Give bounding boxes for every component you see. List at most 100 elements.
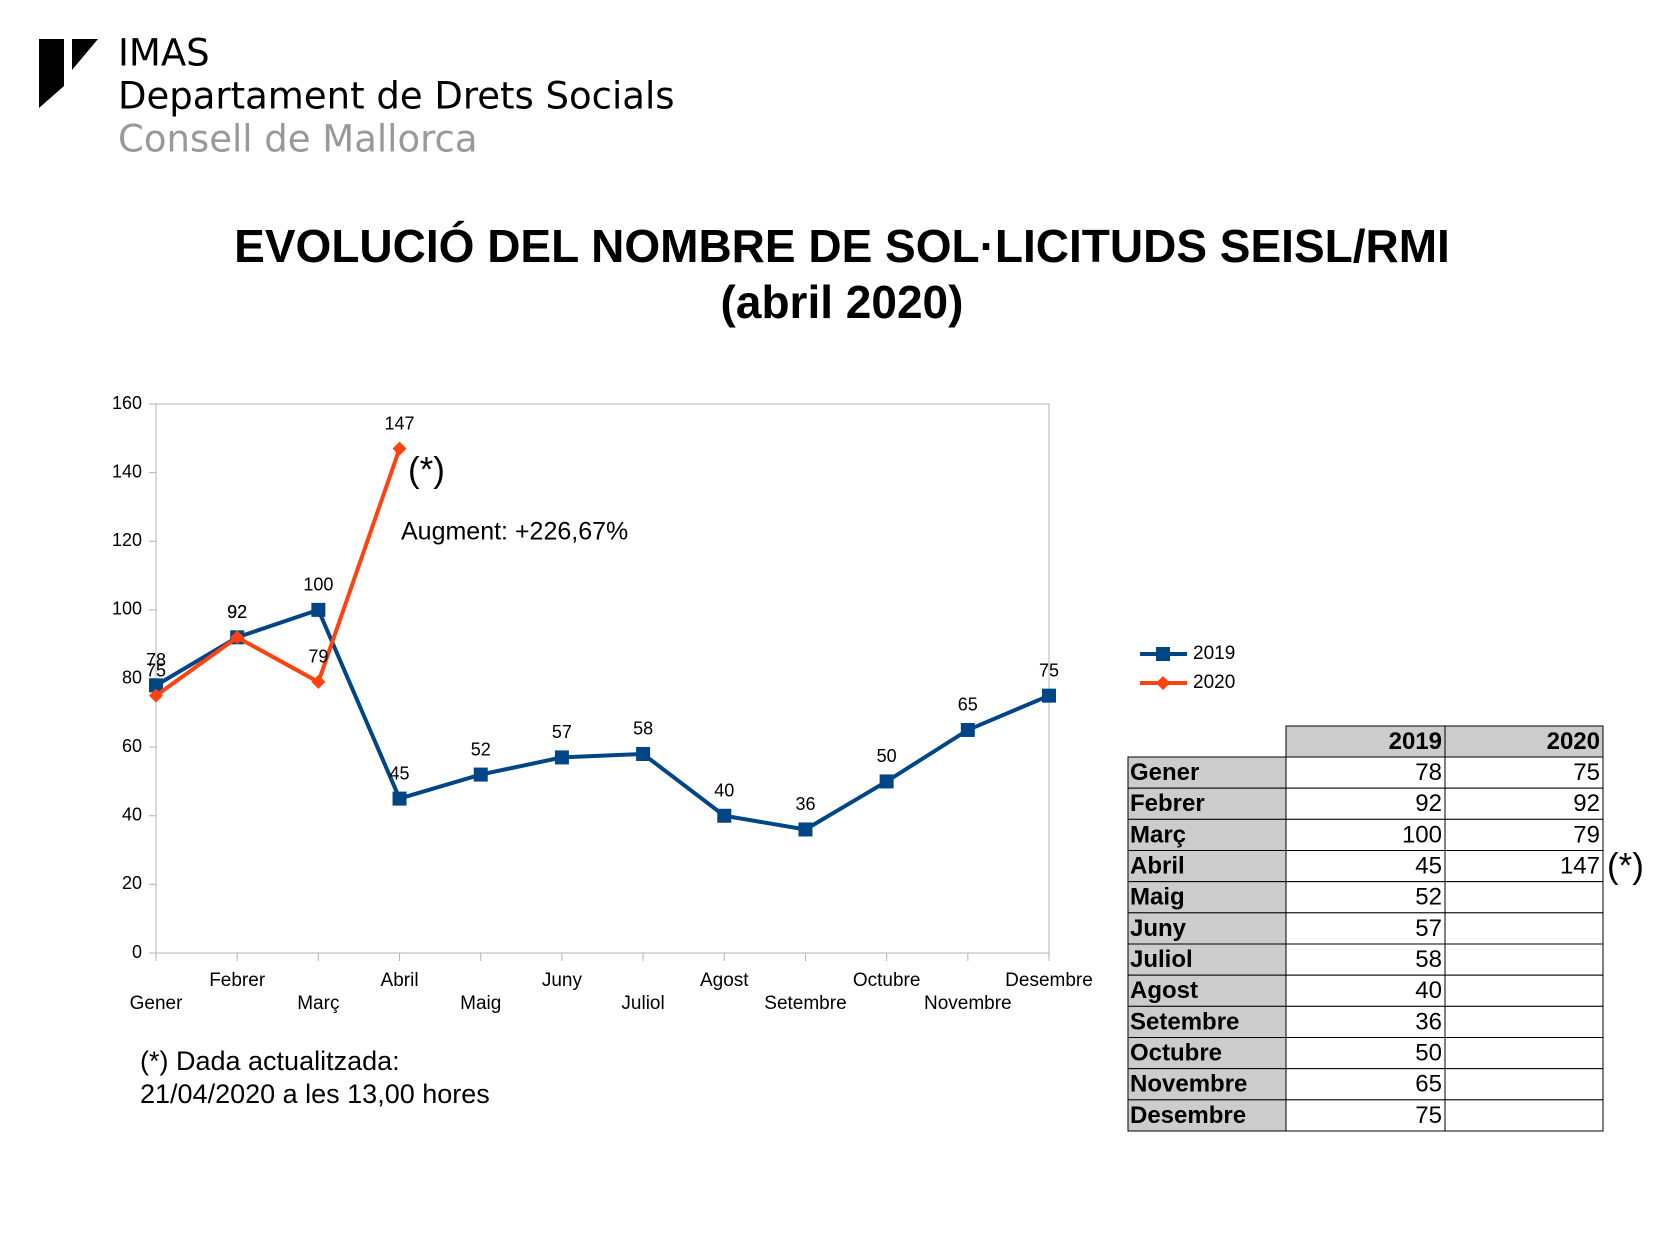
annotation: Augment: +226,67% xyxy=(401,518,628,546)
table-row-label: Novembre xyxy=(1130,1071,1247,1098)
marker xyxy=(392,441,407,456)
logo-mark xyxy=(72,39,98,70)
table-value: 75 xyxy=(1573,759,1600,786)
x-tick-label: Abril xyxy=(381,970,419,991)
table-cell xyxy=(1285,974,1446,1007)
data-label: 57 xyxy=(552,722,572,742)
table-cell xyxy=(1444,943,1604,976)
data-label: 58 xyxy=(633,719,653,739)
table-value: 50 xyxy=(1415,1039,1442,1066)
table-row-label: Març xyxy=(1130,821,1186,848)
table-cell xyxy=(1444,1005,1604,1038)
table-value: 65 xyxy=(1415,1071,1442,1098)
table-value: 78 xyxy=(1415,759,1442,786)
y-tick-label: 0 xyxy=(132,942,142,962)
table-cell xyxy=(1285,912,1446,945)
table-value: 57 xyxy=(1415,915,1442,942)
table-row-head xyxy=(1127,1068,1287,1101)
data-label: 75 xyxy=(1039,660,1059,680)
x-tick-label: Desembre xyxy=(1005,970,1093,991)
data-label: 45 xyxy=(390,763,410,783)
data-label: 100 xyxy=(303,575,333,595)
table-cell xyxy=(1444,912,1604,945)
y-tick-label: 120 xyxy=(112,530,142,550)
table-row-head xyxy=(1127,787,1287,820)
table-row-head xyxy=(1127,1037,1287,1070)
table-row-label: Setembre xyxy=(1130,1008,1239,1035)
x-tick-label: Juliol xyxy=(621,993,664,1014)
table-header: 2019 xyxy=(1389,728,1442,755)
series-line xyxy=(154,607,1050,832)
data-label: 50 xyxy=(877,746,897,766)
table-cell xyxy=(1285,850,1446,883)
marker xyxy=(717,808,732,823)
x-tick-label: Setembre xyxy=(764,993,846,1014)
org-name: IMAS xyxy=(118,32,210,75)
table-row-label: Febrer xyxy=(1130,790,1205,817)
marker xyxy=(554,750,569,765)
marker xyxy=(798,822,813,837)
marker xyxy=(149,678,163,693)
x-tick-label: Novembre xyxy=(924,993,1012,1014)
marker xyxy=(636,746,651,761)
table-row-label: Juliol xyxy=(1130,946,1193,973)
table-row-label: Octubre xyxy=(1130,1039,1222,1066)
table-value: 79 xyxy=(1573,821,1600,848)
marker xyxy=(960,722,975,737)
table-cell xyxy=(1285,1099,1446,1132)
y-tick-label: 60 xyxy=(122,736,142,756)
footnote: 21/04/2020 a les 13,00 hores xyxy=(140,1079,490,1109)
x-tick-label: Març xyxy=(297,993,339,1014)
y-tick-label: 40 xyxy=(122,805,142,825)
table-value: 75 xyxy=(1415,1102,1442,1129)
table-value: 100 xyxy=(1402,821,1442,848)
chart-title: EVOLUCIÓ DEL NOMBRE DE SOL·LICITUDS SEIS… xyxy=(234,220,1450,272)
y-tick-label: 100 xyxy=(112,599,142,619)
data-label: 36 xyxy=(795,794,815,814)
table-value: 36 xyxy=(1415,1008,1442,1035)
table-row-label: Abril xyxy=(1130,852,1185,879)
series-line xyxy=(154,447,402,698)
marker xyxy=(473,767,488,782)
table-value: 45 xyxy=(1415,852,1442,879)
table-row-head xyxy=(1127,818,1287,851)
table-row-label: Juny xyxy=(1130,915,1187,942)
table-value: 58 xyxy=(1415,946,1442,973)
marker xyxy=(311,674,326,689)
table-value: 147 xyxy=(1560,852,1600,879)
table-cell xyxy=(1444,787,1604,820)
table-cell xyxy=(1444,881,1604,914)
marker xyxy=(879,774,894,789)
plot-frame xyxy=(155,403,1050,954)
table-header: 2020 xyxy=(1547,728,1600,755)
annotation: (*) xyxy=(408,450,445,489)
department: Departament de Drets Socials xyxy=(118,75,675,118)
data-label: 75 xyxy=(146,660,166,680)
table-row-head xyxy=(1127,756,1287,789)
table-cell xyxy=(1285,1068,1446,1101)
table-row-label: Gener xyxy=(1130,759,1199,786)
x-tick-label: Octubre xyxy=(853,970,921,991)
table-cell xyxy=(1444,850,1604,883)
x-tick-label: Agost xyxy=(700,970,749,991)
table-cell xyxy=(1285,787,1446,820)
marker xyxy=(1042,688,1056,703)
footnote: (*) Dada actualitzada: xyxy=(140,1046,400,1076)
table-cell xyxy=(1444,756,1604,789)
table-row-head xyxy=(1127,1005,1287,1038)
marker xyxy=(230,630,245,645)
data-label: 65 xyxy=(958,695,978,715)
data-label: 92 xyxy=(227,602,247,622)
data-label: 52 xyxy=(471,739,491,759)
table-row-head xyxy=(1127,943,1287,976)
table-row-head xyxy=(1127,850,1287,883)
x-tick-label: Febrer xyxy=(209,970,266,991)
x-tick-label: Maig xyxy=(460,993,501,1014)
x-tick-label: Gener xyxy=(130,993,183,1014)
data-label: 92 xyxy=(227,602,247,622)
table-row-head xyxy=(1127,881,1287,914)
data-label: 79 xyxy=(308,647,328,667)
data-label: 78 xyxy=(146,650,166,670)
